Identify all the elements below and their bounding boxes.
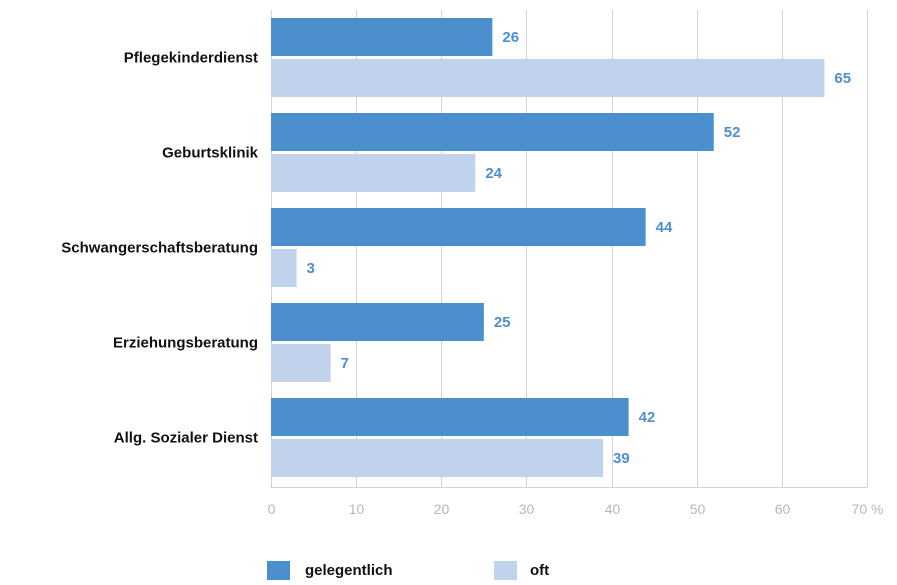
data-label: 65 (834, 70, 851, 87)
data-label: 3 (307, 260, 315, 277)
x-axis-ticks: 0 10 20 30 40 50 60 70 % (268, 501, 884, 517)
category-label: Pflegekinderdienst (124, 50, 258, 67)
category-label: Erziehungsberatung (113, 335, 258, 352)
x-tick-label: 0 (268, 501, 276, 517)
bar-oft-3 (271, 344, 331, 382)
data-label: 25 (494, 314, 511, 331)
category-label: Schwangerschaftsberatung (61, 240, 258, 257)
bar-gelegentlich-3 (271, 303, 484, 341)
data-label: 7 (341, 355, 349, 372)
bar-oft-2 (271, 249, 297, 287)
bar-oft-4 (271, 439, 604, 477)
legend-swatch-oft (494, 561, 517, 580)
bar-oft-0 (271, 59, 825, 97)
category-labels: Pflegekinderdienst Geburtsklinik Schwanger… (61, 50, 258, 447)
data-label: 52 (724, 124, 741, 141)
legend-swatch-gelegentlich (267, 561, 290, 580)
legend-label-oft: oft (530, 562, 549, 579)
x-tick-label: 50 (690, 501, 706, 517)
x-tick-label: 60 (775, 501, 791, 517)
data-label: 42 (639, 409, 656, 426)
data-label: 24 (485, 165, 502, 182)
data-label: 26 (502, 29, 519, 46)
bar-gelegentlich-4 (271, 398, 629, 436)
x-tick-label: 70 % (852, 501, 884, 517)
category-label: Geburtsklinik (162, 145, 259, 162)
bar-gelegentlich-0 (271, 18, 493, 56)
bar-oft-1 (271, 154, 476, 192)
data-labels: 26 65 52 24 44 3 25 7 42 39 (307, 29, 852, 467)
bars (271, 18, 825, 477)
bar-gelegentlich-2 (271, 208, 646, 246)
data-label: 39 (613, 450, 630, 467)
legend: gelegentlich oft (267, 561, 549, 580)
x-tick-label: 30 (519, 501, 535, 517)
bar-gelegentlich-1 (271, 113, 714, 151)
legend-label-gelegentlich: gelegentlich (305, 562, 393, 579)
x-tick-label: 40 (605, 501, 621, 517)
category-label: Allg. Sozialer Dienst (114, 430, 258, 447)
data-label: 44 (656, 219, 673, 236)
x-tick-label: 10 (349, 501, 365, 517)
x-tick-label: 20 (434, 501, 450, 517)
